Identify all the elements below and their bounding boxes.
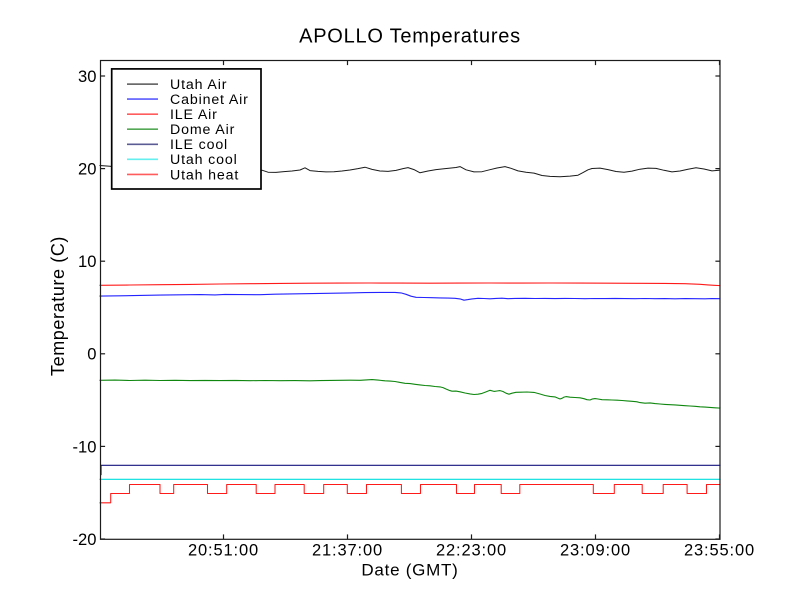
svg-text:10: 10 [78,252,96,271]
svg-text:Utah cool: Utah cool [170,152,238,168]
svg-text:APOLLO Temperatures: APOLLO Temperatures [299,26,521,48]
svg-text:-10: -10 [73,437,97,456]
svg-text:Dome Air: Dome Air [170,122,235,138]
svg-text:22:23:00: 22:23:00 [436,542,507,560]
svg-text:20:51:00: 20:51:00 [188,542,259,560]
svg-text:Utah Air: Utah Air [170,77,227,93]
svg-text:23:55:00: 23:55:00 [684,542,755,560]
svg-text:ILE cool: ILE cool [170,137,228,153]
svg-text:-20: -20 [73,530,97,549]
svg-text:ILE Air: ILE Air [170,107,218,123]
svg-text:23:09:00: 23:09:00 [560,542,631,560]
svg-text:20: 20 [78,160,96,179]
svg-text:Utah heat: Utah heat [170,167,239,183]
svg-text:30: 30 [78,67,96,86]
svg-text:Temperature (C): Temperature (C) [48,236,68,376]
svg-text:0: 0 [87,345,96,364]
svg-text:21:37:00: 21:37:00 [312,542,383,560]
svg-text:Cabinet Air: Cabinet Air [170,92,249,108]
svg-text:Date (GMT): Date (GMT) [361,561,458,580]
